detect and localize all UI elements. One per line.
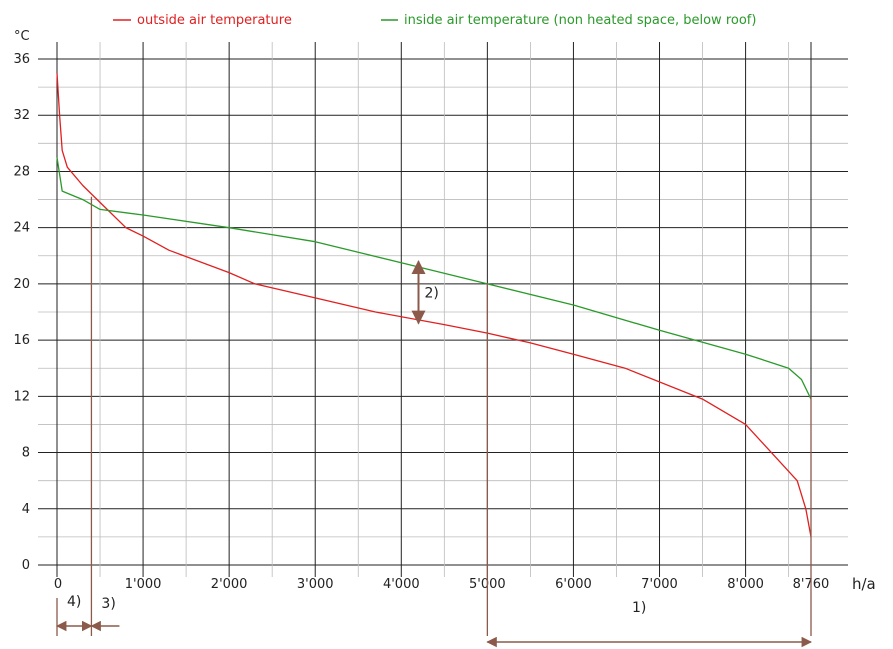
- x-tick-label: 0: [54, 577, 62, 592]
- annotation-label: 4): [67, 594, 81, 610]
- series-lines: [56, 73, 812, 538]
- x-tick-label: 6'000: [555, 577, 592, 592]
- y-tick-label: 12: [13, 389, 30, 404]
- series-line-outside: [56, 73, 812, 538]
- y-tick-label: 4: [22, 502, 30, 517]
- x-axis-title: h/a: [852, 575, 876, 593]
- annotations: 1) 2) 3) 4): [55, 196, 813, 648]
- y-tick-label: 32: [13, 108, 30, 123]
- y-tick-label: 28: [13, 164, 30, 179]
- x-tick-labels: 0 1'000 2'000 3'000 4'000 5'000 6'000 7'000 8'00…: [54, 577, 829, 592]
- legend-label-inside: inside air temperature (non heated space…: [404, 13, 756, 28]
- x-tick-label: 1'000: [125, 577, 162, 592]
- x-tick-label: 2'000: [211, 577, 248, 592]
- legend-label-outside: outside air temperature: [137, 13, 292, 28]
- grid: [38, 42, 848, 577]
- y-tick-label: 20: [13, 277, 30, 292]
- annotation-label: 1): [632, 600, 646, 616]
- x-tick-label: 4'000: [383, 577, 420, 592]
- x-tick-label: 7'000: [641, 577, 678, 592]
- series-line-inside: [56, 157, 812, 400]
- y-tick-label: 24: [13, 221, 30, 236]
- y-tick-label: 8: [22, 446, 30, 461]
- annotation-label: 3): [101, 596, 115, 612]
- annotation-label: 2): [425, 285, 439, 301]
- legend: outside air temperature inside air tempe…: [113, 13, 756, 28]
- y-tick-label: 36: [13, 52, 30, 67]
- y-tick-label: 16: [13, 333, 30, 348]
- y-axis-title: °C: [14, 29, 30, 44]
- x-tick-label: 8'000: [727, 577, 764, 592]
- y-tick-label: 0: [22, 558, 30, 573]
- y-tick-labels: 0 4 8 12 16 20 24 28 32 36: [13, 52, 30, 573]
- x-tick-label: 3'000: [297, 577, 334, 592]
